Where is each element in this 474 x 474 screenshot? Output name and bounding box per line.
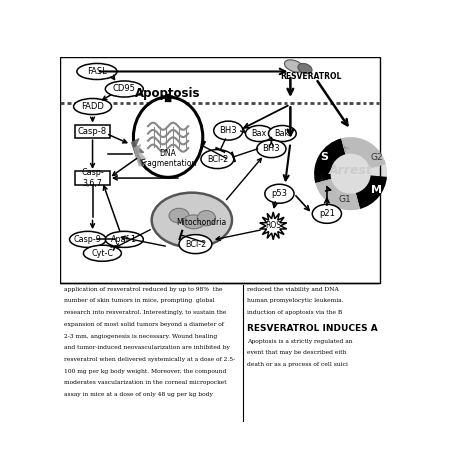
Polygon shape	[260, 212, 287, 240]
Text: G1: G1	[339, 195, 352, 204]
Text: RESVERATROL INDUCES A: RESVERATROL INDUCES A	[246, 324, 377, 333]
Wedge shape	[341, 137, 386, 168]
Ellipse shape	[268, 126, 296, 142]
Ellipse shape	[197, 210, 216, 226]
Text: Mitochondria: Mitochondria	[176, 219, 226, 228]
Text: FADD: FADD	[81, 102, 104, 111]
Text: application of resveratrol reduced by up to 98%  the: application of resveratrol reduced by up…	[64, 287, 223, 292]
Ellipse shape	[105, 231, 143, 247]
Ellipse shape	[70, 231, 106, 247]
Ellipse shape	[105, 81, 143, 97]
Ellipse shape	[179, 235, 212, 254]
Text: reduced the viability and DNA: reduced the viability and DNA	[246, 287, 338, 292]
Text: RESVERATROL: RESVERATROL	[280, 73, 341, 82]
Text: induction of apoptosis via the B: induction of apoptosis via the B	[246, 310, 342, 315]
Ellipse shape	[257, 140, 286, 158]
Wedge shape	[356, 175, 387, 209]
FancyArrow shape	[163, 93, 173, 102]
Ellipse shape	[312, 204, 341, 223]
Ellipse shape	[169, 209, 189, 223]
Ellipse shape	[298, 64, 312, 73]
Text: Bak: Bak	[275, 129, 290, 138]
Polygon shape	[134, 145, 146, 165]
Text: M: M	[371, 185, 383, 195]
Text: p21: p21	[319, 210, 335, 219]
Text: BH3: BH3	[219, 126, 237, 135]
Text: Apoptosis: Apoptosis	[136, 87, 201, 100]
Text: human promyelocytic leukemia.: human promyelocytic leukemia.	[246, 299, 343, 303]
Text: death or as a process of cell suici: death or as a process of cell suici	[246, 362, 347, 367]
Text: Bax: Bax	[252, 129, 267, 138]
Text: moderates vascularization in the corneal micropocket: moderates vascularization in the corneal…	[64, 380, 227, 385]
Text: Casp-
3,6,7: Casp- 3,6,7	[81, 168, 104, 188]
Text: Casp-8: Casp-8	[78, 127, 107, 136]
Ellipse shape	[246, 126, 273, 142]
Ellipse shape	[133, 97, 203, 177]
Ellipse shape	[83, 245, 121, 261]
Text: Cyt-C: Cyt-C	[91, 249, 113, 258]
Ellipse shape	[201, 150, 234, 169]
Text: and tumor-induced neovascularization are inhibited by: and tumor-induced neovascularization are…	[64, 345, 230, 350]
Text: BH3: BH3	[263, 145, 280, 154]
Text: BCl-2: BCl-2	[207, 155, 228, 164]
Text: resveratrol when delivered systemically at a dose of 2.5-: resveratrol when delivered systemically …	[64, 357, 235, 362]
Text: ROS: ROS	[265, 221, 281, 230]
Ellipse shape	[182, 215, 205, 229]
Ellipse shape	[284, 60, 304, 72]
Ellipse shape	[77, 64, 117, 80]
Text: CD95: CD95	[113, 84, 136, 93]
Text: 100 mg per kg body weight. Moreover, the compound: 100 mg per kg body weight. Moreover, the…	[64, 369, 227, 374]
Text: Apoptosis is a strictly regulated an: Apoptosis is a strictly regulated an	[246, 338, 352, 344]
Text: Arrest: Arrest	[328, 164, 373, 177]
Text: S: S	[320, 152, 328, 162]
Text: DNA
Fragmentation: DNA Fragmentation	[140, 149, 196, 168]
Polygon shape	[132, 138, 144, 159]
Ellipse shape	[73, 99, 111, 115]
Text: event that may be described eith: event that may be described eith	[246, 350, 346, 356]
Text: research into resveratrol. Interestingly, to sustain the: research into resveratrol. Interestingly…	[64, 310, 227, 315]
Text: Casp-9: Casp-9	[74, 235, 102, 244]
Text: expansion of most solid tumors beyond a diameter of: expansion of most solid tumors beyond a …	[64, 322, 224, 327]
FancyBboxPatch shape	[75, 126, 109, 138]
Text: BCl-2: BCl-2	[185, 240, 206, 249]
FancyBboxPatch shape	[75, 171, 109, 185]
Ellipse shape	[152, 192, 232, 247]
Text: number of skin tumors in mice, prompting  global: number of skin tumors in mice, prompting…	[64, 299, 215, 303]
Text: assay in mice at a dose of only 48 ug per kg body: assay in mice at a dose of only 48 ug pe…	[64, 392, 213, 397]
Text: G2: G2	[371, 153, 383, 162]
Wedge shape	[315, 179, 360, 210]
Ellipse shape	[265, 184, 294, 203]
Text: FASL: FASL	[87, 67, 107, 76]
Ellipse shape	[214, 121, 243, 140]
Text: Apaf-1: Apaf-1	[111, 235, 137, 244]
Circle shape	[314, 137, 387, 210]
Wedge shape	[314, 138, 346, 183]
Text: p53: p53	[272, 189, 287, 198]
Text: 2-3 mm, angiogenesis is necessary. Wound healing: 2-3 mm, angiogenesis is necessary. Wound…	[64, 334, 218, 338]
